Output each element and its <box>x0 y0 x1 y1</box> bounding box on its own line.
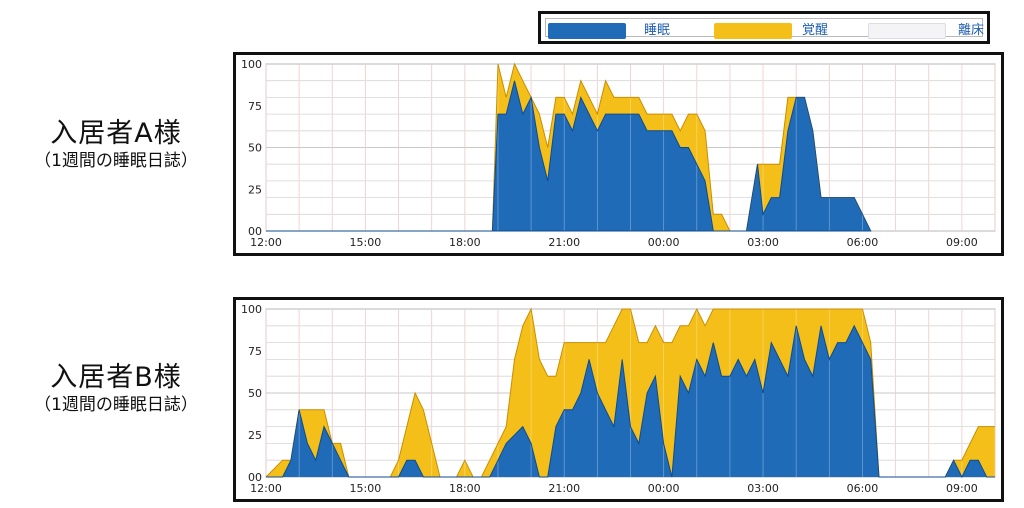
chart-b-x-tick-label: 00:00 <box>648 482 680 495</box>
legend-swatch-out-of-bed <box>868 23 946 39</box>
chart-b-series-sleep-line <box>266 324 995 479</box>
chart-b-y-tick-label: 100 <box>241 303 262 316</box>
chart-b-x-tick-label: 21:00 <box>548 482 580 495</box>
chart-resident-b: 00 25 50 75 100 12:00 15:00 18:00 21:00 00:00 03:0… <box>233 297 1004 502</box>
chart-b-y-tick-label: 75 <box>248 345 262 358</box>
chart-a-x-tick-label: 06:00 <box>847 236 879 249</box>
resident-b-name: 入居者B様 <box>50 362 182 393</box>
chart-a-series-sleep-line <box>266 80 872 232</box>
chart-b-x-tick-label: 03:00 <box>747 482 779 495</box>
chart-a-x-tick-label: 03:00 <box>747 236 779 249</box>
chart-b-x-tick-label: 15:00 <box>350 482 382 495</box>
resident-a-label: 入居者A様 （1週間の睡眠日誌） <box>0 118 232 172</box>
chart-a-series-sleep-area <box>266 80 871 231</box>
legend-label-sleep: 睡眠 <box>644 23 671 38</box>
chart-b-x-tick-label: 12:00 <box>250 482 282 495</box>
legend-item-sleep: 睡眠 <box>546 22 696 40</box>
legend-item-out-of-bed: 離床 <box>864 22 988 40</box>
legend-swatch-sleep <box>548 23 626 39</box>
legend: 睡眠 覚醒 離床 <box>538 11 990 44</box>
chart-resident-a: 00 25 50 75 100 12:00 15:00 18:00 21:00 00:00 03:0… <box>233 52 1004 256</box>
legend-item-awake: 覚醒 <box>708 22 858 40</box>
legend-frame: 睡眠 覚醒 離床 <box>545 18 984 40</box>
chart-b-x-tick-label: 09:00 <box>946 482 978 495</box>
chart-a-x-tick-label: 00:00 <box>648 236 680 249</box>
chart-a-x-tick-label: 12:00 <box>250 236 282 249</box>
resident-b-label: 入居者B様 （1週間の睡眠日誌） <box>0 362 232 416</box>
chart-b-svg: 00 25 50 75 100 12:00 15:00 18:00 21:00 00:00 03:0… <box>241 303 996 495</box>
legend-label-awake: 覚醒 <box>802 23 829 38</box>
chart-a-x-tick-label: 21:00 <box>548 236 580 249</box>
chart-a-x-tick-label: 09:00 <box>946 236 978 249</box>
chart-a-y-tick-label: 75 <box>248 100 262 113</box>
legend-label-out-of-bed: 離床 <box>958 23 985 38</box>
chart-b-x-tick-label: 18:00 <box>449 482 481 495</box>
chart-a-svg: 00 25 50 75 100 12:00 15:00 18:00 21:00 00:00 03:0… <box>241 58 996 249</box>
resident-a-name: 入居者A様 <box>50 118 182 149</box>
chart-b-y-tick-label: 00 <box>248 471 262 484</box>
chart-a-y-tick-label: 25 <box>248 183 262 196</box>
chart-a-y-tick-label: 100 <box>241 58 262 71</box>
chart-b-y-tick-label: 25 <box>248 429 262 442</box>
legend-swatch-awake <box>714 23 792 39</box>
resident-a-subtitle: （1週間の睡眠日誌） <box>34 151 198 171</box>
chart-a-y-tick-label: 50 <box>248 142 262 155</box>
chart-b-x-tick-label: 06:00 <box>847 482 879 495</box>
resident-b-subtitle: （1週間の睡眠日誌） <box>34 395 198 415</box>
chart-a-x-tick-label: 18:00 <box>449 236 481 249</box>
chart-b-series-sleep-area <box>266 325 995 477</box>
chart-b-y-tick-label: 50 <box>248 387 262 400</box>
chart-a-x-tick-label: 15:00 <box>350 236 382 249</box>
chart-a-y-tick-label: 00 <box>248 225 262 238</box>
